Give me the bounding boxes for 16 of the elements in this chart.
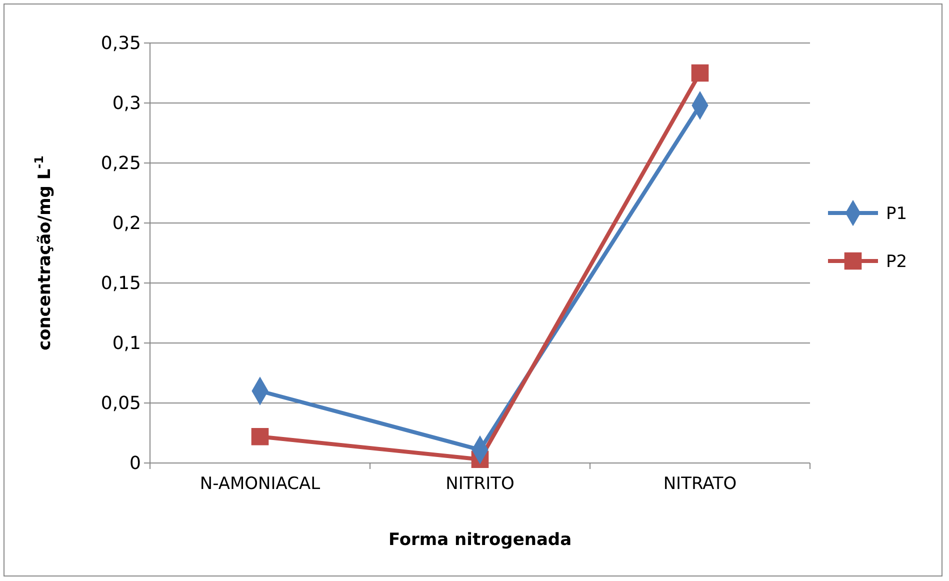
y-tick-label: 0,15 [100, 272, 141, 294]
y-tick-label: 0 [130, 452, 141, 474]
y-tick-label: 0,1 [112, 332, 141, 354]
y-tick-label: 0,35 [100, 32, 141, 54]
y-tick-label: 0,2 [112, 212, 141, 234]
y-tick-label: 0,25 [100, 152, 141, 174]
legend-label: P2 [886, 252, 908, 272]
x-tick-label: N-AMONIACAL [200, 474, 321, 494]
point [691, 64, 709, 82]
y-tick-label: 0,05 [100, 392, 141, 414]
x-tick-label: NITRITO [446, 474, 514, 494]
y-tick-label: 0,3 [112, 92, 141, 114]
point [251, 428, 269, 446]
x-tick-label: NITRATO [663, 474, 737, 494]
legend-label: P1 [886, 204, 908, 224]
x-axis-title: Forma nitrogenada [388, 530, 572, 550]
